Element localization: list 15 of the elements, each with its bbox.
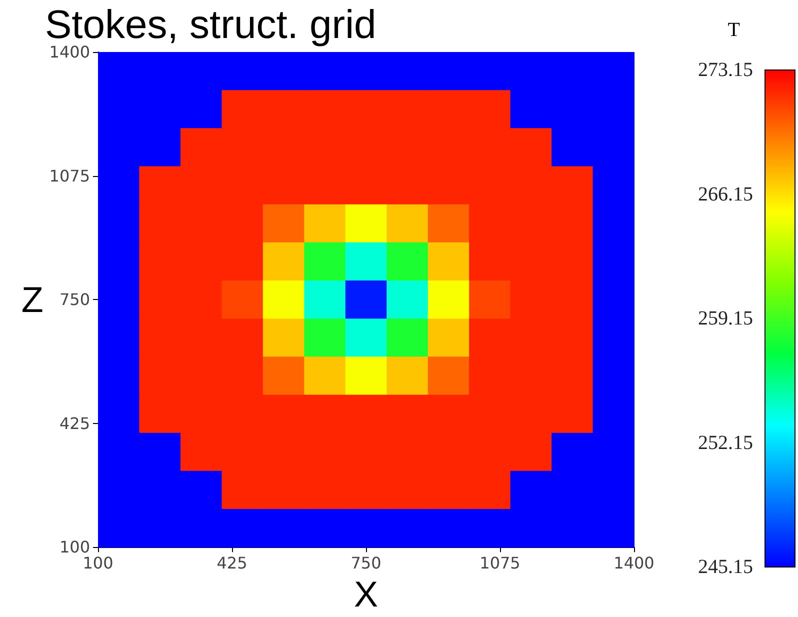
x-tick-label: 1075 [480,554,520,573]
color-bar-label: 259.15 [698,308,753,330]
x-tick-label: 425 [216,554,248,573]
color-bar-title: T [728,19,740,41]
color-bar-label: 245.15 [698,556,753,578]
color-bar-label: 273.15 [698,59,753,81]
x-axis-title: X [354,574,378,614]
y-tick-label: 1075 [49,166,90,186]
y-axis-title: Z [21,279,44,320]
color-bar-label: 266.15 [698,183,753,206]
x-tick-label: 1400 [614,554,654,573]
color-bar-label: 252.15 [698,432,753,454]
y-tick-label: 750 [59,290,90,310]
y-tick-label: 425 [59,414,90,433]
x-tick-label: 750 [350,554,382,573]
